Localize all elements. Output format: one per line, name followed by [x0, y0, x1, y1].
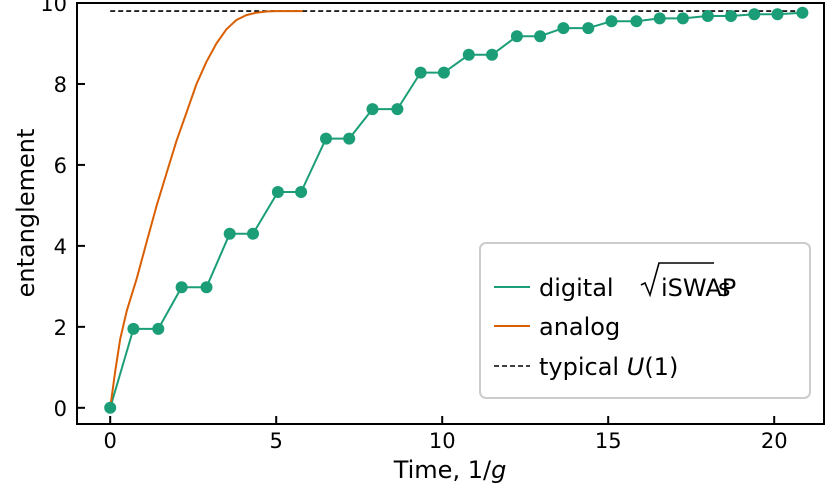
- x-axis-label-prefix: Time, 1/: [393, 456, 492, 484]
- data-point-digital: [104, 401, 117, 414]
- y-tick-label: 2: [54, 316, 67, 340]
- data-point-digital: [200, 281, 213, 294]
- series-layer: [104, 6, 809, 414]
- y-tick-label: 10: [40, 0, 67, 16]
- data-point-digital: [320, 132, 332, 145]
- plot-frame: [76, 2, 825, 425]
- data-point-digital: [534, 30, 547, 43]
- legend-typical-math-suffix: (1): [644, 353, 678, 381]
- legend-typical-label: typical U(1): [539, 353, 678, 381]
- data-point-digital: [247, 227, 259, 240]
- legend-digital-label: digital: [539, 274, 614, 302]
- series-line-analog: [109, 10, 303, 408]
- legend-sqrt-suffix: s: [718, 274, 731, 302]
- data-point-digital: [343, 132, 356, 145]
- x-tick-label: 5: [270, 429, 283, 453]
- data-point-digital: [748, 8, 761, 21]
- data-point-digital: [486, 48, 498, 61]
- y-tick-label: 0: [54, 397, 67, 421]
- data-point-digital: [295, 186, 308, 198]
- legend: digital iSWAP s analog typical U(1): [479, 242, 811, 399]
- y-tick-label: 6: [54, 154, 67, 178]
- legend-sqrt-symbol: [640, 262, 714, 298]
- x-axis-label-var: g: [491, 456, 506, 484]
- data-point-digital: [653, 12, 666, 25]
- data-point-digital: [462, 48, 475, 61]
- x-axis-label: Time, 1/g: [393, 456, 507, 484]
- y-axis-label: entanglement: [12, 129, 40, 298]
- data-point-digital: [152, 322, 165, 335]
- x-tick-label: 20: [761, 429, 788, 453]
- legend-typical-text: typical: [539, 353, 619, 381]
- y-tick-label: 8: [54, 73, 67, 97]
- legend-analog-label: analog: [539, 313, 620, 341]
- legend-digital-text: digital: [539, 274, 614, 302]
- data-point-digital: [771, 8, 784, 21]
- data-point-digital: [391, 103, 404, 116]
- data-point-digital: [223, 227, 236, 240]
- data-point-digital: [605, 15, 618, 28]
- data-point-digital: [557, 22, 570, 35]
- legend-box: [479, 242, 811, 399]
- y-tick-label: 4: [54, 235, 67, 259]
- legend-sqrt-content: iSWAP: [661, 274, 736, 302]
- data-point-digital: [510, 30, 523, 43]
- data-point-digital: [582, 22, 595, 35]
- data-point-digital: [437, 66, 450, 79]
- ticks-layer: 0 5 10 15 20 0 2 4 6 8 10: [40, 0, 787, 453]
- x-tick-label: 0: [104, 429, 117, 453]
- data-point-digital: [271, 186, 284, 198]
- data-point-digital: [676, 12, 689, 25]
- data-point-digital: [725, 10, 737, 22]
- legend-typical-math: U: [627, 353, 645, 381]
- data-point-digital: [630, 15, 643, 28]
- data-point-digital: [175, 281, 188, 294]
- data-point-digital: [414, 66, 427, 79]
- data-point-digital: [701, 10, 714, 22]
- data-point-digital: [366, 103, 379, 116]
- x-tick-label: 10: [429, 429, 456, 453]
- data-point-digital: [796, 6, 809, 19]
- x-tick-label: 15: [595, 429, 622, 453]
- data-point-digital: [127, 322, 140, 335]
